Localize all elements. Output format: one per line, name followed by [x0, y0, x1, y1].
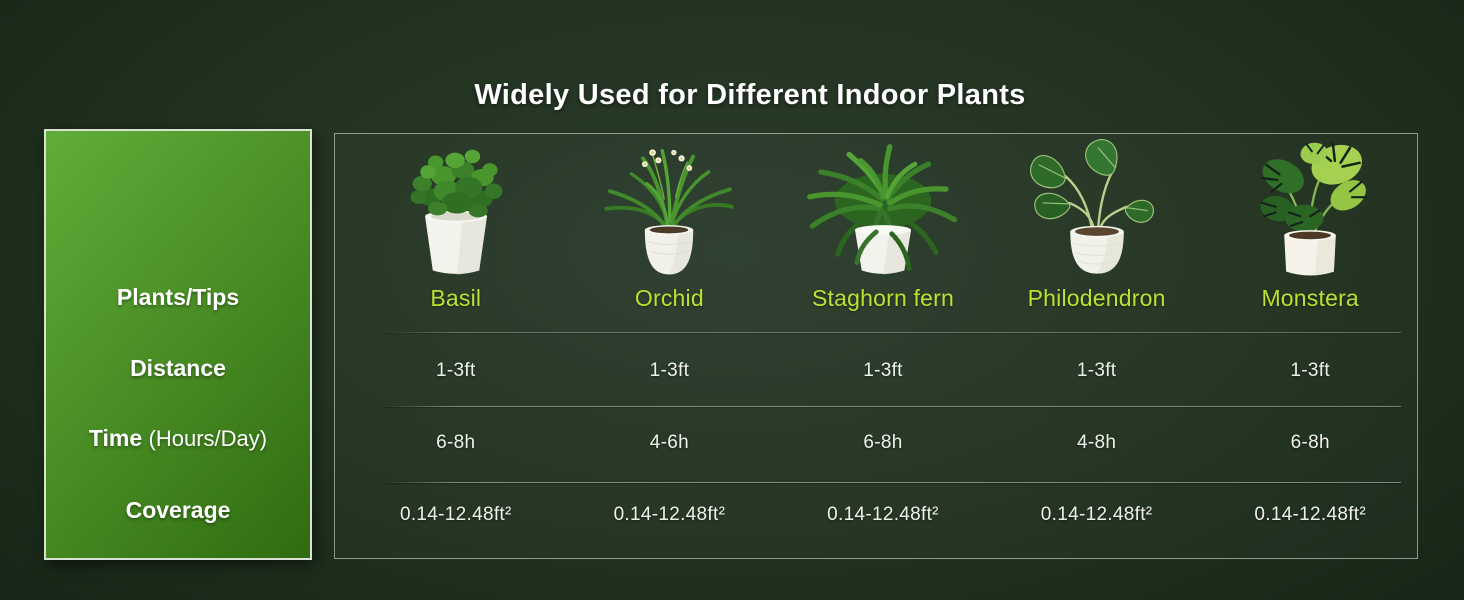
row-label-time: Time (Hours/Day) — [46, 423, 310, 454]
basil-plant-image — [410, 149, 503, 275]
plant-names-row: Basil Orchid Staghorn fern Philodendron … — [349, 280, 1417, 316]
time-values-row: 6-8h 4-6h 6-8h 4-8h 6-8h — [349, 425, 1417, 461]
coverage-value: 0.14-12.48ft² — [1254, 504, 1367, 525]
row-label-time-unit: (Hours/Day) — [148, 426, 268, 451]
row-divider — [385, 482, 1401, 483]
row-label-distance: Distance — [46, 353, 310, 383]
distance-values-row: 1-3ft 1-3ft 1-3ft 1-3ft 1-3ft — [349, 353, 1417, 389]
plant-name-basil: Basil — [430, 284, 482, 311]
distance-value: 1-3ft — [649, 360, 690, 381]
plants-comparison-table: Basil Orchid Staghorn fern Philodendron … — [334, 133, 1418, 559]
staghorn-fern-plant-photo — [798, 141, 968, 286]
plant-name-staghorn-fern: Staghorn fern — [812, 284, 954, 311]
basil-plant-photo — [391, 141, 521, 286]
coverage-value: 0.14-12.48ft² — [613, 504, 726, 525]
distance-value: 1-3ft — [436, 360, 476, 381]
row-labels-panel: Plants/Tips Distance Time (Hours/Day) Co… — [44, 129, 312, 560]
monstera-plant-image — [1260, 142, 1367, 276]
time-value: 6-8h — [863, 432, 903, 453]
orchid-plant-photo — [594, 141, 744, 286]
row-label-text: Time — [88, 425, 143, 451]
row-divider — [385, 406, 1401, 407]
time-value: 6-8h — [436, 432, 476, 453]
monstera-plant-photo — [1230, 138, 1390, 286]
distance-value: 1-3ft — [863, 360, 903, 381]
coverage-values-row: 0.14-12.48ft² 0.14-12.48ft² 0.14-12.48ft… — [349, 497, 1417, 533]
coverage-value: 0.14-12.48ft² — [1040, 504, 1153, 525]
philodendron-plant-photo — [1022, 138, 1172, 286]
time-value: 4-8h — [1076, 432, 1117, 453]
row-label-text: Coverage — [125, 497, 231, 523]
coverage-value: 0.14-12.48ft² — [827, 504, 939, 525]
row-label-plants-tips: Plants/Tips — [46, 282, 310, 312]
coverage-value: 0.14-12.48ft² — [399, 504, 512, 525]
row-label-text: Plants/Tips — [116, 284, 240, 310]
philodendron-plant-image — [1029, 138, 1154, 274]
distance-value: 1-3ft — [1076, 360, 1117, 381]
plant-name-orchid: Orchid — [634, 284, 704, 311]
time-value: 4-6h — [649, 432, 689, 453]
plant-name-monstera: Monstera — [1261, 284, 1359, 311]
time-value: 6-8h — [1290, 432, 1330, 453]
plant-name-philodendron: Philodendron — [1027, 284, 1166, 311]
distance-value: 1-3ft — [1290, 360, 1330, 381]
page-title: Widely Used for Different Indoor Plants — [474, 79, 1026, 111]
staghorn-fern-plant-image — [805, 144, 959, 275]
row-divider — [385, 332, 1401, 333]
orchid-plant-image — [604, 148, 735, 275]
plant-images-row — [349, 138, 1417, 284]
row-label-text: Distance — [130, 355, 226, 381]
row-label-coverage: Coverage — [46, 495, 310, 525]
